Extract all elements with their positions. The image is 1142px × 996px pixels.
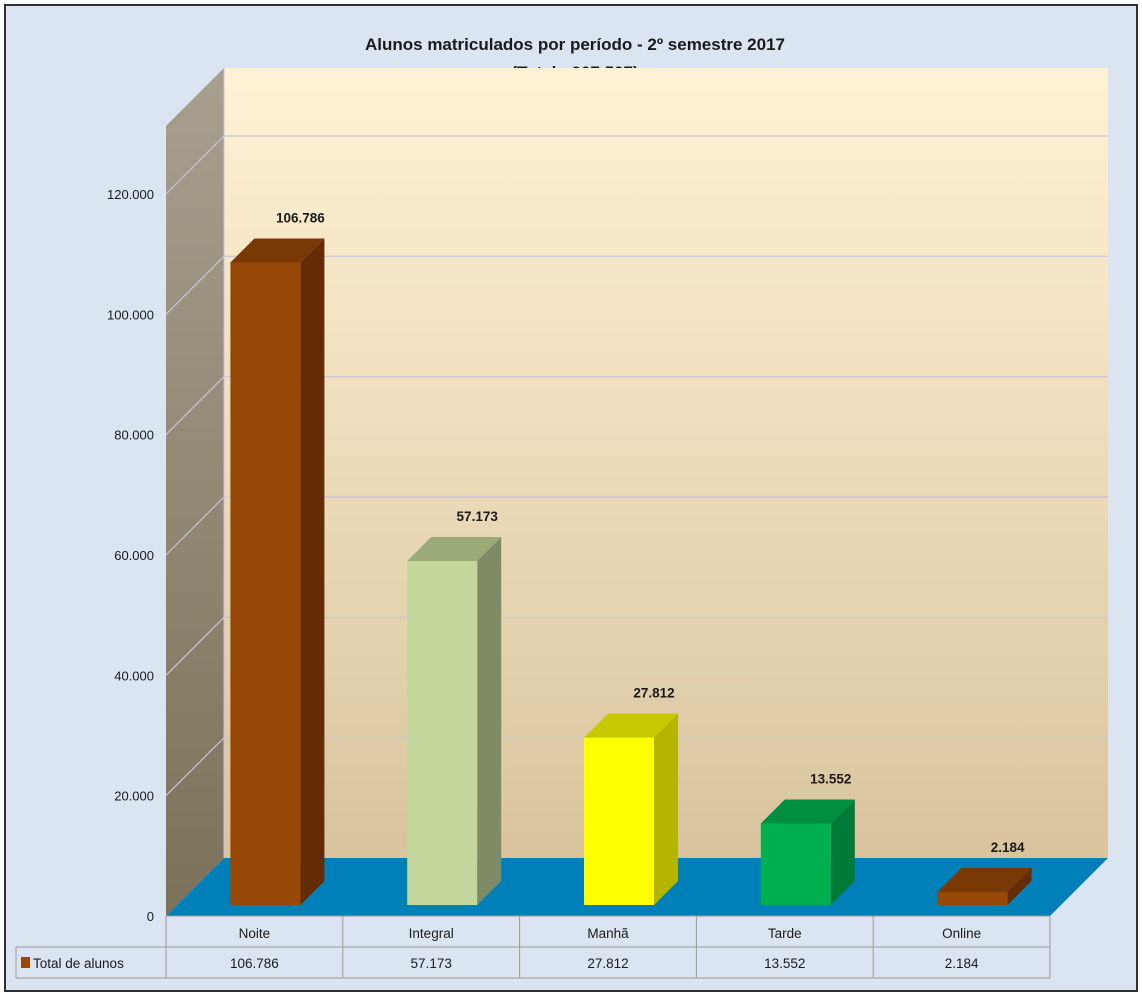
y-tick-label: 60.000: [114, 548, 154, 563]
side-wall: [166, 68, 224, 916]
bar-front: [407, 561, 478, 905]
y-tick-label: 40.000: [114, 668, 154, 683]
table-value: 27.812: [587, 956, 628, 971]
data-label: 2.184: [991, 840, 1025, 855]
bar-front: [937, 891, 1008, 905]
y-tick-label: 100.000: [107, 307, 154, 322]
data-label: 57.173: [457, 509, 499, 524]
bar-top: [584, 713, 678, 738]
bar-front: [760, 823, 831, 905]
table-value: 13.552: [764, 956, 805, 971]
data-label: 13.552: [810, 771, 851, 786]
bar-side: [300, 238, 325, 906]
table-value: 2.184: [945, 956, 979, 971]
bar-side: [1007, 867, 1032, 905]
bar-noite: [230, 238, 325, 906]
bar-manhã: [584, 713, 678, 905]
table-value: 106.786: [230, 956, 279, 971]
bar-side: [830, 799, 855, 905]
bar-integral: [407, 537, 502, 905]
x-category-label: Online: [942, 926, 981, 941]
chart-title: Alunos matriculados por período - 2º sem…: [365, 35, 785, 54]
bar-online: [937, 867, 1032, 905]
bar-top: [937, 867, 1032, 892]
legend-swatch: [21, 957, 30, 968]
bar-top: [407, 537, 502, 562]
y-tick-label: 120.000: [107, 187, 154, 202]
bar-side: [654, 713, 678, 905]
bar-top: [230, 238, 325, 263]
bar-side: [477, 537, 502, 905]
y-tick-label: 80.000: [114, 428, 154, 443]
bar-front: [584, 737, 654, 905]
bar-tarde: [760, 799, 855, 905]
y-tick-label: 0: [147, 909, 154, 924]
x-category-label: Manhã: [587, 926, 629, 941]
bar-front: [230, 262, 301, 905]
chart-frame: Alunos matriculados por período - 2º sem…: [4, 4, 1138, 992]
data-label: 106.786: [276, 211, 325, 226]
x-category-label: Noite: [239, 926, 271, 941]
bar-chart: Alunos matriculados por período - 2º sem…: [15, 35, 1108, 979]
x-category-label: Integral: [409, 926, 454, 941]
x-category-label: Tarde: [768, 926, 802, 941]
table-row-label: Total de alunos: [33, 956, 124, 971]
table-value: 57.173: [411, 956, 452, 971]
data-label: 27.812: [633, 686, 674, 701]
bar-top: [760, 799, 855, 824]
y-tick-label: 20.000: [114, 789, 154, 804]
